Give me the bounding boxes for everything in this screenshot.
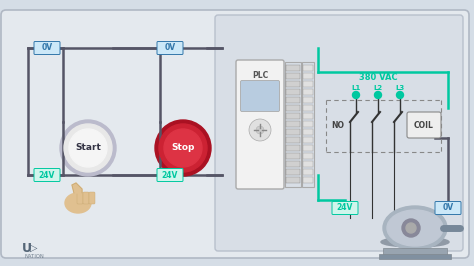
Circle shape: [155, 120, 211, 176]
Text: 0V: 0V: [442, 203, 454, 213]
FancyBboxPatch shape: [34, 168, 60, 181]
Circle shape: [402, 219, 420, 237]
Circle shape: [406, 223, 416, 233]
Circle shape: [60, 120, 116, 176]
Circle shape: [249, 119, 271, 141]
Ellipse shape: [383, 206, 447, 250]
FancyBboxPatch shape: [303, 73, 313, 79]
Text: 0V: 0V: [41, 44, 53, 52]
Text: 24V: 24V: [162, 171, 178, 180]
Circle shape: [256, 126, 264, 134]
FancyBboxPatch shape: [286, 113, 300, 119]
FancyBboxPatch shape: [286, 145, 300, 151]
Circle shape: [159, 124, 207, 172]
FancyBboxPatch shape: [286, 121, 300, 127]
Text: Stop: Stop: [171, 143, 195, 152]
FancyBboxPatch shape: [303, 145, 313, 151]
FancyBboxPatch shape: [379, 254, 451, 259]
FancyBboxPatch shape: [332, 202, 358, 214]
Text: U: U: [22, 242, 32, 255]
FancyBboxPatch shape: [303, 113, 313, 119]
FancyBboxPatch shape: [435, 202, 461, 214]
FancyBboxPatch shape: [286, 153, 300, 159]
Circle shape: [64, 124, 112, 172]
Text: PLC: PLC: [252, 72, 268, 81]
Text: ▷: ▷: [30, 243, 37, 253]
FancyBboxPatch shape: [383, 248, 447, 256]
FancyBboxPatch shape: [286, 89, 300, 95]
FancyBboxPatch shape: [286, 97, 300, 103]
FancyBboxPatch shape: [77, 192, 83, 204]
FancyBboxPatch shape: [303, 177, 313, 183]
Text: NO: NO: [331, 122, 344, 131]
FancyBboxPatch shape: [286, 161, 300, 167]
FancyBboxPatch shape: [303, 169, 313, 175]
Circle shape: [353, 92, 359, 98]
FancyBboxPatch shape: [157, 168, 183, 181]
FancyBboxPatch shape: [303, 97, 313, 103]
FancyBboxPatch shape: [240, 81, 280, 111]
FancyBboxPatch shape: [286, 105, 300, 111]
FancyBboxPatch shape: [303, 81, 313, 87]
FancyBboxPatch shape: [286, 81, 300, 87]
FancyBboxPatch shape: [215, 15, 463, 251]
FancyBboxPatch shape: [157, 41, 183, 55]
FancyBboxPatch shape: [303, 65, 313, 71]
FancyBboxPatch shape: [407, 112, 441, 138]
Circle shape: [164, 129, 202, 167]
Text: 24V: 24V: [39, 171, 55, 180]
FancyBboxPatch shape: [303, 89, 313, 95]
FancyBboxPatch shape: [303, 121, 313, 127]
FancyBboxPatch shape: [89, 192, 95, 204]
Text: L2: L2: [374, 85, 383, 91]
Ellipse shape: [65, 193, 91, 213]
Ellipse shape: [381, 237, 449, 247]
Circle shape: [396, 92, 403, 98]
FancyBboxPatch shape: [1, 10, 469, 258]
FancyBboxPatch shape: [303, 129, 313, 135]
FancyBboxPatch shape: [286, 129, 300, 135]
FancyBboxPatch shape: [303, 161, 313, 167]
FancyBboxPatch shape: [303, 105, 313, 111]
FancyBboxPatch shape: [83, 192, 89, 204]
Text: 380 VAC: 380 VAC: [359, 73, 397, 82]
Text: NATION: NATION: [24, 255, 44, 260]
Circle shape: [374, 92, 382, 98]
Ellipse shape: [387, 210, 443, 246]
Text: 24V: 24V: [337, 203, 353, 213]
FancyBboxPatch shape: [286, 65, 300, 71]
Text: Start: Start: [75, 143, 101, 152]
FancyBboxPatch shape: [286, 73, 300, 79]
FancyBboxPatch shape: [34, 41, 60, 55]
Polygon shape: [72, 183, 82, 193]
Text: L1: L1: [351, 85, 361, 91]
Text: COIL: COIL: [414, 120, 434, 130]
FancyBboxPatch shape: [303, 153, 313, 159]
FancyBboxPatch shape: [286, 177, 300, 183]
FancyBboxPatch shape: [236, 60, 284, 189]
FancyBboxPatch shape: [286, 169, 300, 175]
Text: 0V: 0V: [164, 44, 175, 52]
FancyBboxPatch shape: [286, 137, 300, 143]
FancyBboxPatch shape: [303, 137, 313, 143]
Text: L3: L3: [395, 85, 405, 91]
Circle shape: [69, 129, 107, 167]
